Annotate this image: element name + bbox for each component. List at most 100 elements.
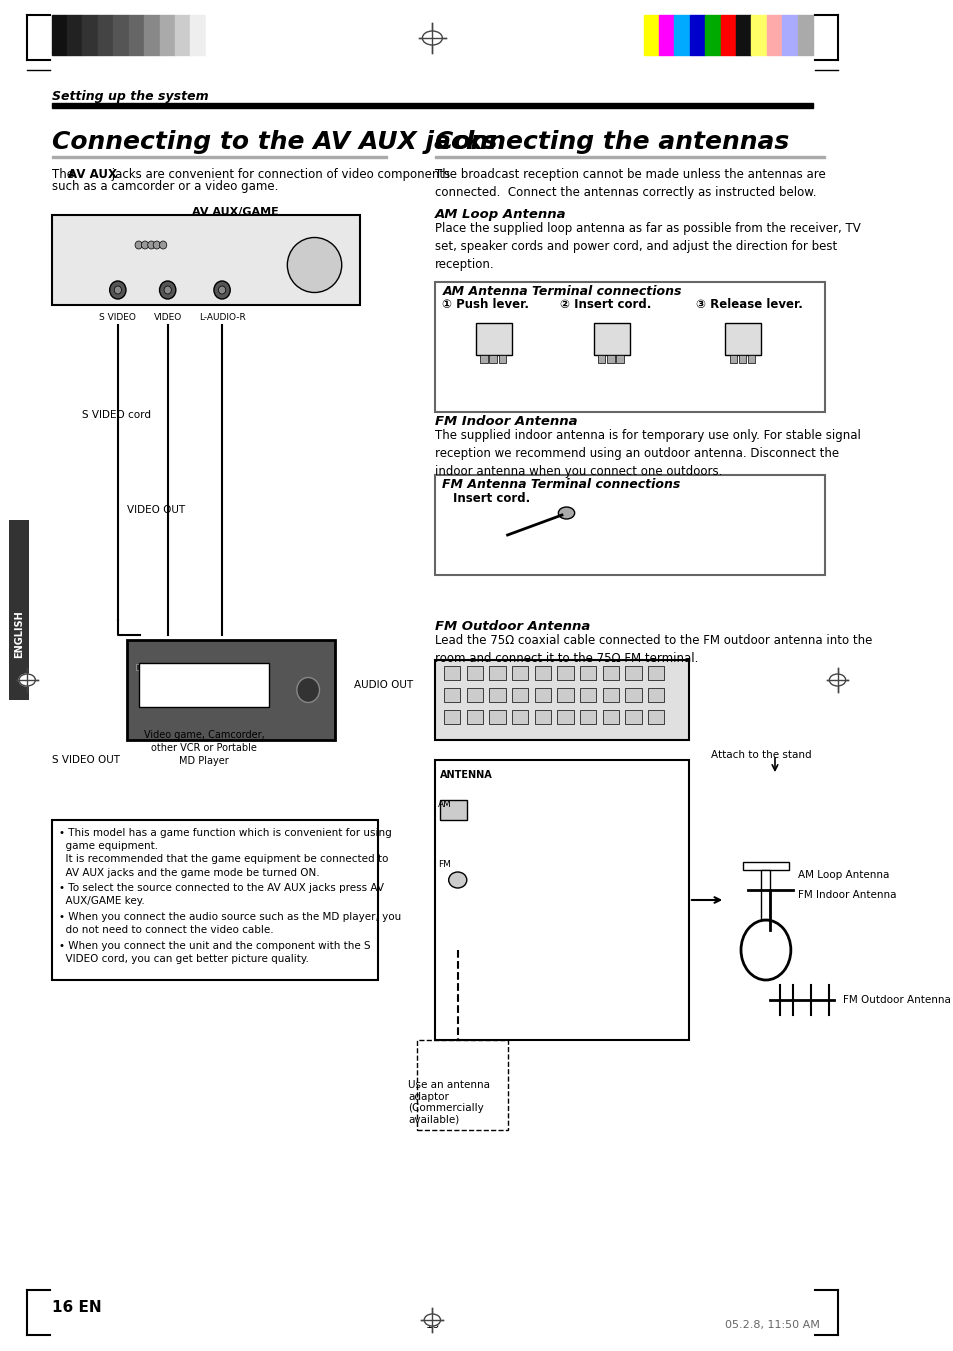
Bar [444, 688, 460, 703]
Bar [444, 711, 460, 724]
Bar [797, 15, 812, 55]
Text: ① Push lever.: ① Push lever. [442, 299, 529, 311]
Ellipse shape [141, 240, 149, 249]
Bar [466, 688, 482, 703]
Ellipse shape [110, 281, 126, 299]
Text: S VIDEO OUT: S VIDEO OUT [51, 755, 119, 765]
Bar [489, 355, 497, 363]
Ellipse shape [164, 286, 172, 295]
Bar [535, 666, 551, 680]
Bar [557, 711, 573, 724]
Text: ② Insert cord.: ② Insert cord. [559, 299, 651, 311]
Text: Attach to the stand: Attach to the stand [710, 750, 811, 761]
Bar [781, 15, 797, 55]
Bar [616, 355, 623, 363]
FancyBboxPatch shape [138, 663, 269, 707]
Ellipse shape [558, 507, 574, 519]
Bar [480, 355, 487, 363]
Text: VIDEO: VIDEO [153, 313, 182, 322]
Bar [625, 666, 641, 680]
Text: AM Loop Antenna: AM Loop Antenna [435, 208, 566, 222]
Bar [136, 663, 150, 670]
Text: Connecting to the AV AUX jacks: Connecting to the AV AUX jacks [51, 130, 497, 154]
Text: FM: FM [437, 861, 450, 869]
Text: Connecting the antennas: Connecting the antennas [435, 130, 788, 154]
FancyBboxPatch shape [127, 640, 335, 740]
Bar [98, 15, 113, 55]
Bar [435, 155, 824, 158]
Ellipse shape [218, 286, 226, 295]
Bar [489, 688, 505, 703]
Text: L-AUDIO-R: L-AUDIO-R [198, 313, 245, 322]
Text: ③ Release lever.: ③ Release lever. [696, 299, 802, 311]
Bar [159, 15, 174, 55]
Bar [602, 666, 618, 680]
Bar [607, 355, 614, 363]
Bar [191, 663, 204, 670]
Bar [724, 323, 760, 355]
Bar [747, 355, 754, 363]
Ellipse shape [114, 286, 121, 295]
Bar [489, 711, 505, 724]
Bar [51, 155, 387, 158]
Bar [512, 711, 528, 724]
Ellipse shape [828, 674, 844, 686]
Ellipse shape [19, 674, 35, 686]
Text: FM Outdoor Antenna: FM Outdoor Antenna [435, 620, 590, 634]
Bar [579, 711, 596, 724]
Bar [113, 15, 129, 55]
Text: jacks are convenient for connection of video components: jacks are convenient for connection of v… [108, 168, 450, 181]
Text: Video game, Camcorder,
other VCR or Portable
MD Player: Video game, Camcorder, other VCR or Port… [143, 730, 264, 766]
Bar [598, 355, 605, 363]
Bar [689, 15, 704, 55]
Bar [625, 688, 641, 703]
Bar [729, 355, 736, 363]
Bar [206, 15, 221, 55]
Text: 16 EN: 16 EN [51, 1300, 101, 1315]
Ellipse shape [424, 1315, 440, 1325]
Bar [466, 711, 482, 724]
Text: Insert cord.: Insert cord. [453, 492, 530, 505]
Bar [466, 666, 482, 680]
Text: AM: AM [437, 800, 451, 809]
Bar [51, 103, 812, 108]
Ellipse shape [296, 677, 319, 703]
Text: The broadcast reception cannot be made unless the antennas are
connected.  Conne: The broadcast reception cannot be made u… [435, 168, 825, 199]
Bar [736, 15, 751, 55]
Bar [720, 15, 736, 55]
Bar [416, 1040, 507, 1129]
Bar [647, 688, 663, 703]
Bar [659, 15, 674, 55]
Text: ANTENNA: ANTENNA [439, 770, 492, 780]
Bar [557, 666, 573, 680]
FancyBboxPatch shape [435, 282, 824, 412]
Bar [643, 15, 659, 55]
Bar [535, 711, 551, 724]
Text: FM Indoor Antenna: FM Indoor Antenna [435, 415, 578, 428]
Text: 05.2.8, 11:50 AM: 05.2.8, 11:50 AM [724, 1320, 820, 1329]
Bar [51, 215, 359, 305]
Text: The: The [51, 168, 77, 181]
Bar [535, 688, 551, 703]
Bar [766, 15, 781, 55]
Bar [154, 663, 168, 670]
Bar [602, 711, 618, 724]
Bar [557, 688, 573, 703]
Ellipse shape [159, 281, 175, 299]
Text: VIDEO OUT: VIDEO OUT [127, 505, 185, 515]
Ellipse shape [448, 871, 466, 888]
Bar [51, 15, 67, 55]
Text: AV AUX/GAME: AV AUX/GAME [193, 207, 278, 218]
Text: Setting up the system: Setting up the system [51, 91, 208, 103]
Bar [512, 666, 528, 680]
Text: ENGLISH: ENGLISH [14, 611, 24, 658]
Text: AUDIO OUT: AUDIO OUT [354, 680, 413, 690]
Text: AV AUX: AV AUX [68, 168, 117, 181]
Bar [191, 15, 206, 55]
Ellipse shape [135, 240, 142, 249]
Bar [498, 355, 505, 363]
Text: FM Indoor Antenna: FM Indoor Antenna [797, 890, 895, 900]
Ellipse shape [159, 240, 167, 249]
FancyBboxPatch shape [10, 520, 29, 700]
Bar [439, 800, 466, 820]
